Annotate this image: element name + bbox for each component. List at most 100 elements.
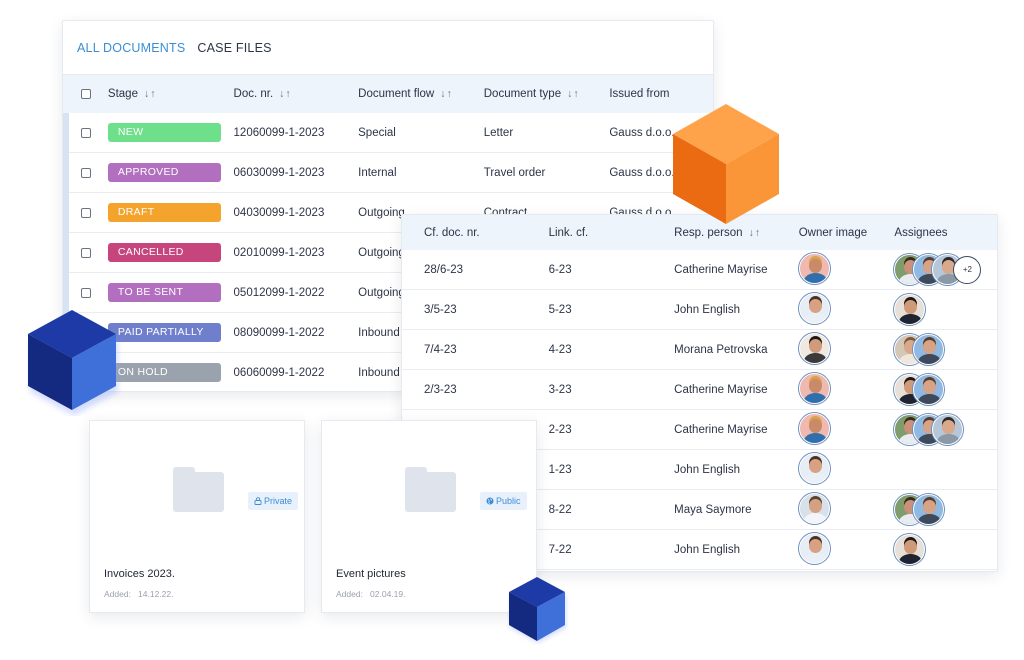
table-row[interactable]: NEW 12060099-1-2023 Special Letter Gauss d.o… <box>63 113 713 153</box>
owner-avatar[interactable] <box>798 372 830 404</box>
visibility-label: Private <box>264 496 293 506</box>
stage-badge: DRAFT <box>107 203 221 222</box>
tab-case-files[interactable]: CASE FILES <box>197 40 272 55</box>
column-label: Document type <box>483 88 562 100</box>
table-row[interactable]: ON HOLD 06060099-1-2022 Inbound <box>63 353 713 391</box>
table-row[interactable]: 28/6-23 6-23 Catherine Mayrise +2 <box>402 250 997 290</box>
stage-badge: APPROVED <box>107 163 221 182</box>
table-row[interactable]: TO BE SENT 05012099-1-2022 Outgoing <box>63 273 713 313</box>
sort-icon[interactable]: ↓↑ <box>567 88 580 100</box>
added-label: Added: <box>104 589 131 599</box>
table-row[interactable]: 8-22 Maya Saymore <box>402 490 997 530</box>
column-resp-person[interactable]: Resp. person ↓↑ <box>652 227 777 239</box>
column-owner-image[interactable]: Owner image <box>798 226 868 239</box>
added-date: 14.12.22. <box>138 589 174 599</box>
doc-nr-cell: 08090099-1-2022 <box>233 326 325 339</box>
owner-avatar[interactable] <box>798 332 830 364</box>
stage-badge: ON HOLD <box>107 363 221 382</box>
resp-person-cell: Morana Petrovska <box>674 343 768 356</box>
column-document-type[interactable]: Document type ↓↑ <box>484 88 610 100</box>
owner-avatar[interactable] <box>798 532 830 564</box>
doc-nr-cell: 06030099-1-2023 <box>233 166 325 179</box>
assignees-cell <box>874 374 997 405</box>
stage-badge: PAID PARTIALLY <box>107 323 221 342</box>
doc-nr-cell: 05012099-1-2022 <box>233 286 325 299</box>
sort-icon[interactable]: ↓↑ <box>748 226 762 239</box>
assignee-avatar[interactable] <box>894 294 926 325</box>
owner-avatar[interactable] <box>798 412 830 444</box>
select-all-checkbox[interactable] <box>81 89 91 99</box>
table-row[interactable]: 7/4-23 4-23 Morana Petrovska <box>402 330 997 370</box>
document-flow-cell: Inbound <box>358 366 400 379</box>
assignee-avatar[interactable] <box>894 534 926 565</box>
sort-icon[interactable]: ↓↑ <box>143 88 157 100</box>
owner-image-cell <box>777 332 875 367</box>
column-cf-doc-nr[interactable]: Cf. doc. nr. <box>424 226 480 239</box>
column-label: Stage <box>107 88 138 100</box>
link-cf-cell: 8-22 <box>548 503 572 516</box>
table-row[interactable]: 2-23 Catherine Mayrise <box>402 410 997 450</box>
assignee-avatar[interactable] <box>913 334 945 365</box>
assignee-avatar[interactable] <box>913 494 945 525</box>
document-flow-cell: Outgoing <box>358 206 405 219</box>
document-flow-cell: Inbound <box>358 326 400 339</box>
table-row[interactable]: 2/3-23 3-23 Catherine Mayrise <box>402 370 997 410</box>
column-label: Document flow <box>358 88 435 100</box>
tab-bar: ALL DOCUMENTS CASE FILES <box>63 21 713 75</box>
column-label: Doc. nr. <box>233 88 274 100</box>
table-row[interactable]: 7-22 John English <box>402 530 997 570</box>
owner-avatar[interactable] <box>798 452 830 484</box>
document-type-cell: Letter <box>483 126 514 139</box>
more-assignees-badge[interactable]: +2 <box>953 255 982 284</box>
owner-avatar[interactable] <box>798 492 830 524</box>
link-cf-cell: 2-23 <box>548 423 572 436</box>
visibility-badge-public: Public <box>480 492 527 510</box>
column-stage[interactable]: Stage ↓↑ <box>108 88 234 100</box>
row-checkbox[interactable] <box>81 287 91 298</box>
doc-nr-cell: 06060099-1-2022 <box>233 366 325 379</box>
tab-all-documents[interactable]: ALL DOCUMENTS <box>77 40 186 55</box>
column-document-flow[interactable]: Document flow ↓↑ <box>358 88 484 100</box>
table-row[interactable]: APPROVED 06030099-1-2023 Internal Travel or… <box>63 153 713 193</box>
small-blue-cube-decoration <box>509 577 566 643</box>
column-doc-nr[interactable]: Doc. nr. ↓↑ <box>234 88 359 100</box>
table-row[interactable]: PAID PARTIALLY 08090099-1-2022 Inbound <box>63 313 713 353</box>
row-checkbox[interactable] <box>81 207 91 218</box>
assignee-avatar[interactable] <box>913 374 945 405</box>
owner-image-cell <box>777 452 875 487</box>
folder-icon <box>405 467 456 512</box>
assignees-cell <box>874 294 997 325</box>
documents-table-header: Stage ↓↑ Doc. nr. ↓↑ Document flow ↓↑ Docum… <box>63 75 713 113</box>
column-link-cf[interactable]: Link. cf. <box>548 226 589 239</box>
column-assignees[interactable]: Assignees <box>894 226 948 239</box>
sort-icon[interactable]: ↓↑ <box>279 88 292 100</box>
doc-nr-cell: 12060099-1-2023 <box>233 126 325 139</box>
folder-card-event-pictures[interactable]: Public Event pictures Added: 02.04.19. <box>321 420 537 613</box>
owner-image-cell <box>777 532 875 567</box>
table-row[interactable]: 1-23 John English <box>402 450 997 490</box>
row-checkbox[interactable] <box>81 127 91 138</box>
owner-avatar[interactable] <box>798 292 830 324</box>
documents-table-body: NEW 12060099-1-2023 Special Letter Gauss d.o… <box>63 113 713 391</box>
stage-badge: CANCELLED <box>107 243 221 262</box>
sort-icon[interactable]: ↓↑ <box>440 88 453 100</box>
folder-added: Added: 14.12.22. <box>104 589 174 599</box>
added-date: 02.04.19. <box>370 589 406 599</box>
owner-image-cell <box>777 292 875 327</box>
globe-icon <box>486 497 494 505</box>
assignee-avatar[interactable] <box>932 414 964 445</box>
orange-cube-decoration <box>673 104 779 224</box>
folder-added: Added: 02.04.19. <box>336 589 406 599</box>
row-checkbox[interactable] <box>81 167 91 178</box>
assignees-cell <box>874 334 997 365</box>
owner-avatar[interactable] <box>798 252 830 284</box>
doc-nr-cell: 02010099-1-2023 <box>233 246 325 259</box>
assignees-cell <box>874 494 997 525</box>
row-checkbox[interactable] <box>81 247 91 258</box>
column-issued-from[interactable]: Issued from <box>609 88 713 100</box>
table-row[interactable]: 3/5-23 5-23 John English <box>402 290 997 330</box>
table-row[interactable]: CANCELLED 02010099-1-2023 Outgoing <box>63 233 713 273</box>
folder-card-invoices[interactable]: Private Invoices 2023. Added: 14.12.22. <box>89 420 305 613</box>
document-flow-cell: Outgoing <box>358 286 405 299</box>
stage-badge: TO BE SENT <box>107 283 221 302</box>
